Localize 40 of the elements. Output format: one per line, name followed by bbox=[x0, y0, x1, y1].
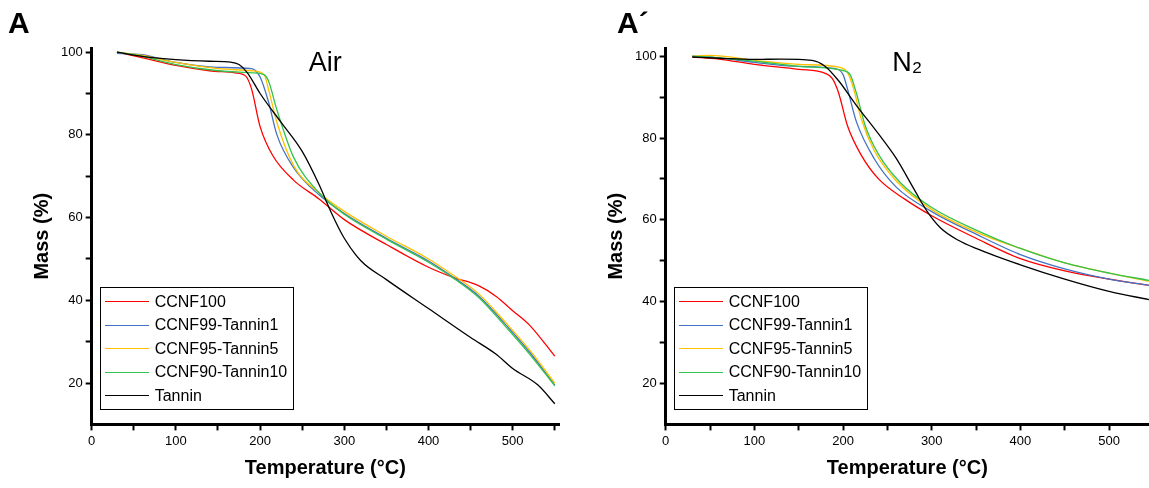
x-tick-label: 100 bbox=[165, 432, 187, 448]
y-tick-label: 20 bbox=[642, 375, 657, 391]
x-tick-label: 500 bbox=[1098, 432, 1120, 448]
y-tick-label: 60 bbox=[642, 211, 657, 227]
x-axis-title: Temperature (°C) bbox=[826, 455, 988, 478]
legend-label: CCNF99-Tannin1 bbox=[154, 315, 279, 336]
x-tick-label: 300 bbox=[333, 432, 356, 448]
x-tick-label: 400 bbox=[417, 432, 440, 448]
legend-label: CCNF100 bbox=[154, 291, 226, 312]
legend-label: CCNF95-Tannin5 bbox=[728, 338, 853, 359]
x-tick-label: 300 bbox=[920, 432, 943, 448]
x-tick-label: 200 bbox=[249, 432, 271, 448]
legend-label: Tannin bbox=[154, 385, 202, 406]
text: A bbox=[8, 6, 30, 40]
y-tick-label: 80 bbox=[642, 129, 657, 145]
legend-label: CCNF95-Tannin5 bbox=[154, 338, 279, 359]
legend-label: CCNF90-Tannin10 bbox=[728, 362, 862, 383]
chart-title: Air bbox=[308, 46, 342, 77]
x-tick-label: 0 bbox=[88, 432, 96, 448]
legend-label: CCNF90-Tannin10 bbox=[154, 362, 288, 383]
legend-label: Tannin bbox=[728, 385, 776, 406]
y-tick-label: 60 bbox=[68, 209, 83, 225]
text: A´ bbox=[617, 6, 649, 40]
y-tick-label: 100 bbox=[634, 47, 657, 63]
legend-label: CCNF100 bbox=[728, 291, 800, 312]
y-axis-title: Mass (%) bbox=[603, 192, 626, 280]
x-tick-label: 200 bbox=[832, 432, 854, 448]
legend-label: CCNF99-Tannin1 bbox=[728, 315, 853, 336]
y-tick-label: 80 bbox=[68, 126, 83, 142]
y-tick-label: 40 bbox=[642, 293, 657, 309]
x-tick-label: 500 bbox=[501, 432, 524, 448]
x-tick-label: 400 bbox=[1009, 432, 1032, 448]
x-axis-title: Temperature (°C) bbox=[244, 455, 406, 478]
x-tick-label: 100 bbox=[743, 432, 766, 448]
y-tick-label: 20 bbox=[68, 374, 83, 390]
y-tick-label: 100 bbox=[60, 43, 83, 59]
y-tick-label: 40 bbox=[68, 291, 83, 307]
y-axis-title: Mass (%) bbox=[29, 192, 52, 280]
x-tick-label: 0 bbox=[662, 432, 670, 448]
chart-title: N₂ bbox=[892, 46, 923, 77]
